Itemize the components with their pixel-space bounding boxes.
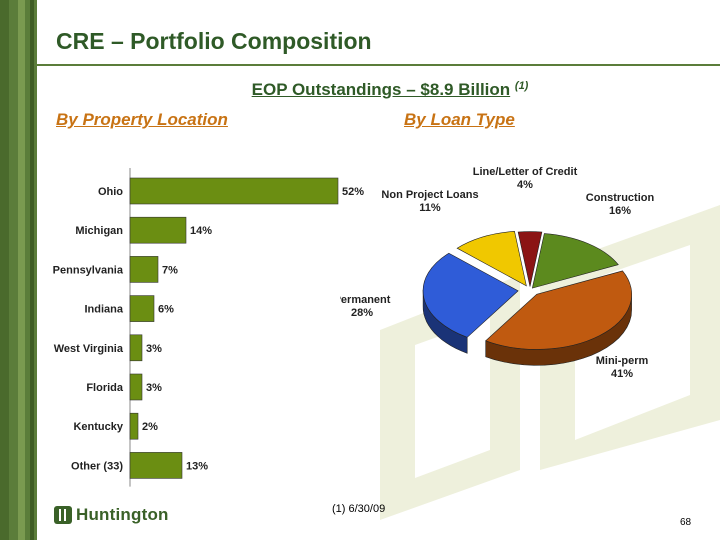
subtitle: EOP Outstandings – $8.9 Billion (1) xyxy=(0,80,720,100)
pie-slice xyxy=(422,252,519,338)
title-bar xyxy=(37,0,720,66)
left-heading: By Property Location xyxy=(56,110,228,129)
footnote: (1) 6/30/09 xyxy=(332,503,386,515)
bar-value-label: 7% xyxy=(162,264,178,276)
bar-category-label: Kentucky xyxy=(73,421,123,433)
page-number: 68 xyxy=(680,517,692,528)
bar-category-label: Pennsylvania xyxy=(53,264,124,276)
bar-value-label: 6% xyxy=(158,304,174,316)
bar-chart: Ohio 52% Michigan 14% Pennsylvania 7% Indiana 6… xyxy=(53,168,364,487)
pie-slice-name-label: Non Project Loans xyxy=(381,189,478,201)
bar xyxy=(129,412,139,440)
bar-category-label: Other (33) xyxy=(71,460,123,472)
bar-value-label: 3% xyxy=(146,343,162,355)
right-heading: By Loan Type xyxy=(404,110,515,129)
pie-slice xyxy=(517,231,543,287)
bar-category-label: Florida xyxy=(86,382,124,394)
subtitle-footnote-ref: (1) xyxy=(514,80,529,92)
bar xyxy=(129,452,183,479)
bar xyxy=(129,177,339,205)
bar xyxy=(129,295,155,322)
slide-title: CRE – Portfolio Composition xyxy=(56,28,372,54)
bar-value-label: 13% xyxy=(186,460,208,472)
pie-slice xyxy=(456,230,527,287)
pie-slice-name-label: Permanent xyxy=(340,294,391,306)
bar-value-label: 52% xyxy=(342,186,364,198)
logo-text: Huntington xyxy=(76,505,169,524)
title-rule xyxy=(37,64,720,66)
bar xyxy=(129,216,187,244)
subtitle-text: EOP Outstandings – $8.9 Billion xyxy=(251,80,511,99)
pie-slice xyxy=(485,270,632,350)
bar xyxy=(129,334,143,362)
pie-slice-name-label: Line/Letter of Credit xyxy=(473,166,578,178)
pie-slice-name-label: Construction xyxy=(586,192,655,204)
pie-slice-value-label: 28% xyxy=(351,307,373,319)
bar-category-label: West Virginia xyxy=(54,343,124,355)
bar-category-label: Michigan xyxy=(75,225,123,237)
pie-slice-value-label: 4% xyxy=(517,179,533,191)
bar-value-label: 2% xyxy=(142,421,158,433)
bar-category-label: Ohio xyxy=(98,186,123,198)
pie-slice-value-label: 41% xyxy=(611,368,633,380)
pie-slice xyxy=(531,233,619,289)
bar-value-label: 3% xyxy=(146,382,162,394)
sidebar-stripe xyxy=(0,0,9,540)
pie-slice-value-label: 11% xyxy=(419,202,441,214)
bar-value-label: 14% xyxy=(190,225,212,237)
bar xyxy=(129,373,143,401)
pie-slice-value-label: 16% xyxy=(609,205,631,217)
huntington-logo: Huntington xyxy=(54,505,169,525)
bar xyxy=(129,256,159,283)
pie-slice-name-label: Mini-perm xyxy=(596,355,649,367)
bar-category-label: Indiana xyxy=(84,304,123,316)
decorative-sidebar xyxy=(0,0,37,540)
sidebar-stripe xyxy=(18,0,25,540)
sidebar-stripe xyxy=(30,0,34,540)
logo-mark-icon xyxy=(54,506,72,524)
